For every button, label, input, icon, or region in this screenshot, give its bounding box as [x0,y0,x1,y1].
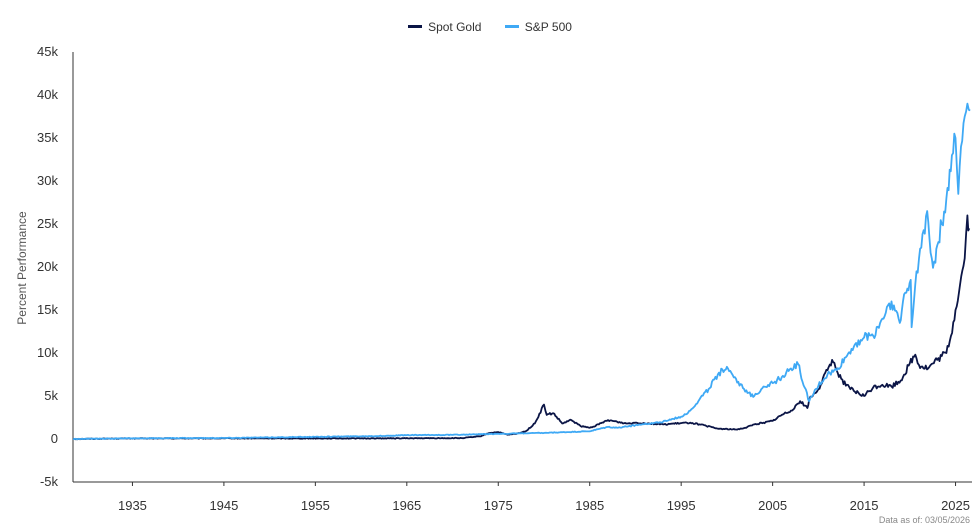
y-tick-label: 35k [37,130,58,145]
y-axis-title: Percent Performance [15,211,29,325]
legend-swatch-spot-gold [408,25,423,28]
legend-item-spot-gold[interactable]: Spot Gold [408,20,481,34]
x-tick-label: 1975 [484,498,513,513]
x-tick-labels: 1935 1945 1955 1965 1975 1985 1995 2005 2015 2025 [118,482,970,513]
x-tick-label: 2025 [941,498,970,513]
series-line-spot-gold [73,214,971,441]
legend-item-sp500[interactable]: S&P 500 [504,19,572,34]
x-tick-label: 2005 [758,498,787,513]
x-tick-label: 2015 [850,498,879,513]
y-tick-label: -5k [40,474,59,489]
series-line-sp500 [72,102,971,441]
data-date-footnote: Data as of: 03/05/2026 [878,515,970,525]
series-layer [72,102,971,441]
y-tick-label: 45k [37,44,58,59]
legend-label-sp500: S&P 500 [524,19,572,34]
y-tick-label: 30k [37,173,58,188]
y-tick-label: 40k [37,87,58,102]
legend-label-spot-gold: Spot Gold [428,19,482,34]
x-tick-label: 1955 [301,498,330,513]
y-tick-label: 20k [37,259,58,274]
x-tick-label: 1945 [209,498,238,513]
x-tick-label: 1965 [392,498,421,513]
x-tick-label: 1995 [667,498,696,513]
y-tick-label: 10k [37,345,58,360]
axes [72,52,972,483]
legend: Spot Gold S&P 500 [0,17,980,34]
x-tick-label: 1935 [118,498,147,513]
y-tick-labels: -5k 0 5k 10k 15k 20k 25k 30k 35k 40k 45k [37,44,58,489]
x-tick-label: 1985 [575,498,604,513]
y-tick-label: 0 [51,431,58,446]
y-tick-label: 25k [37,216,58,231]
legend-swatch-sp500 [504,25,519,28]
y-tick-label: 5k [44,388,58,403]
y-tick-label: 15k [37,302,58,317]
